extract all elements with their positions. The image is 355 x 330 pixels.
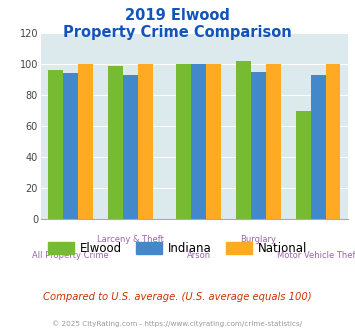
Text: Burglary: Burglary	[240, 235, 277, 244]
Text: Motor Vehicle Theft: Motor Vehicle Theft	[277, 250, 355, 259]
Bar	[63, 73, 78, 219]
Bar	[48, 70, 63, 219]
Bar	[78, 64, 93, 219]
Bar	[251, 72, 266, 219]
Bar	[326, 64, 340, 219]
Bar	[176, 64, 191, 219]
Text: Compared to U.S. average. (U.S. average equals 100): Compared to U.S. average. (U.S. average …	[43, 292, 312, 302]
Legend: Elwood, Indiana, National: Elwood, Indiana, National	[43, 237, 312, 260]
Bar	[311, 75, 326, 219]
Bar	[123, 75, 138, 219]
Text: Arson: Arson	[187, 250, 211, 259]
Bar	[296, 111, 311, 219]
Text: Property Crime Comparison: Property Crime Comparison	[63, 25, 292, 40]
Text: Larceny & Theft: Larceny & Theft	[97, 235, 164, 244]
Bar	[108, 66, 123, 219]
Text: All Property Crime: All Property Crime	[32, 250, 109, 259]
Bar	[236, 61, 251, 219]
Text: © 2025 CityRating.com - https://www.cityrating.com/crime-statistics/: © 2025 CityRating.com - https://www.city…	[53, 320, 302, 327]
Bar	[138, 64, 153, 219]
Text: 2019 Elwood: 2019 Elwood	[125, 8, 230, 23]
Bar	[206, 64, 221, 219]
Bar	[266, 64, 281, 219]
Bar	[191, 64, 206, 219]
